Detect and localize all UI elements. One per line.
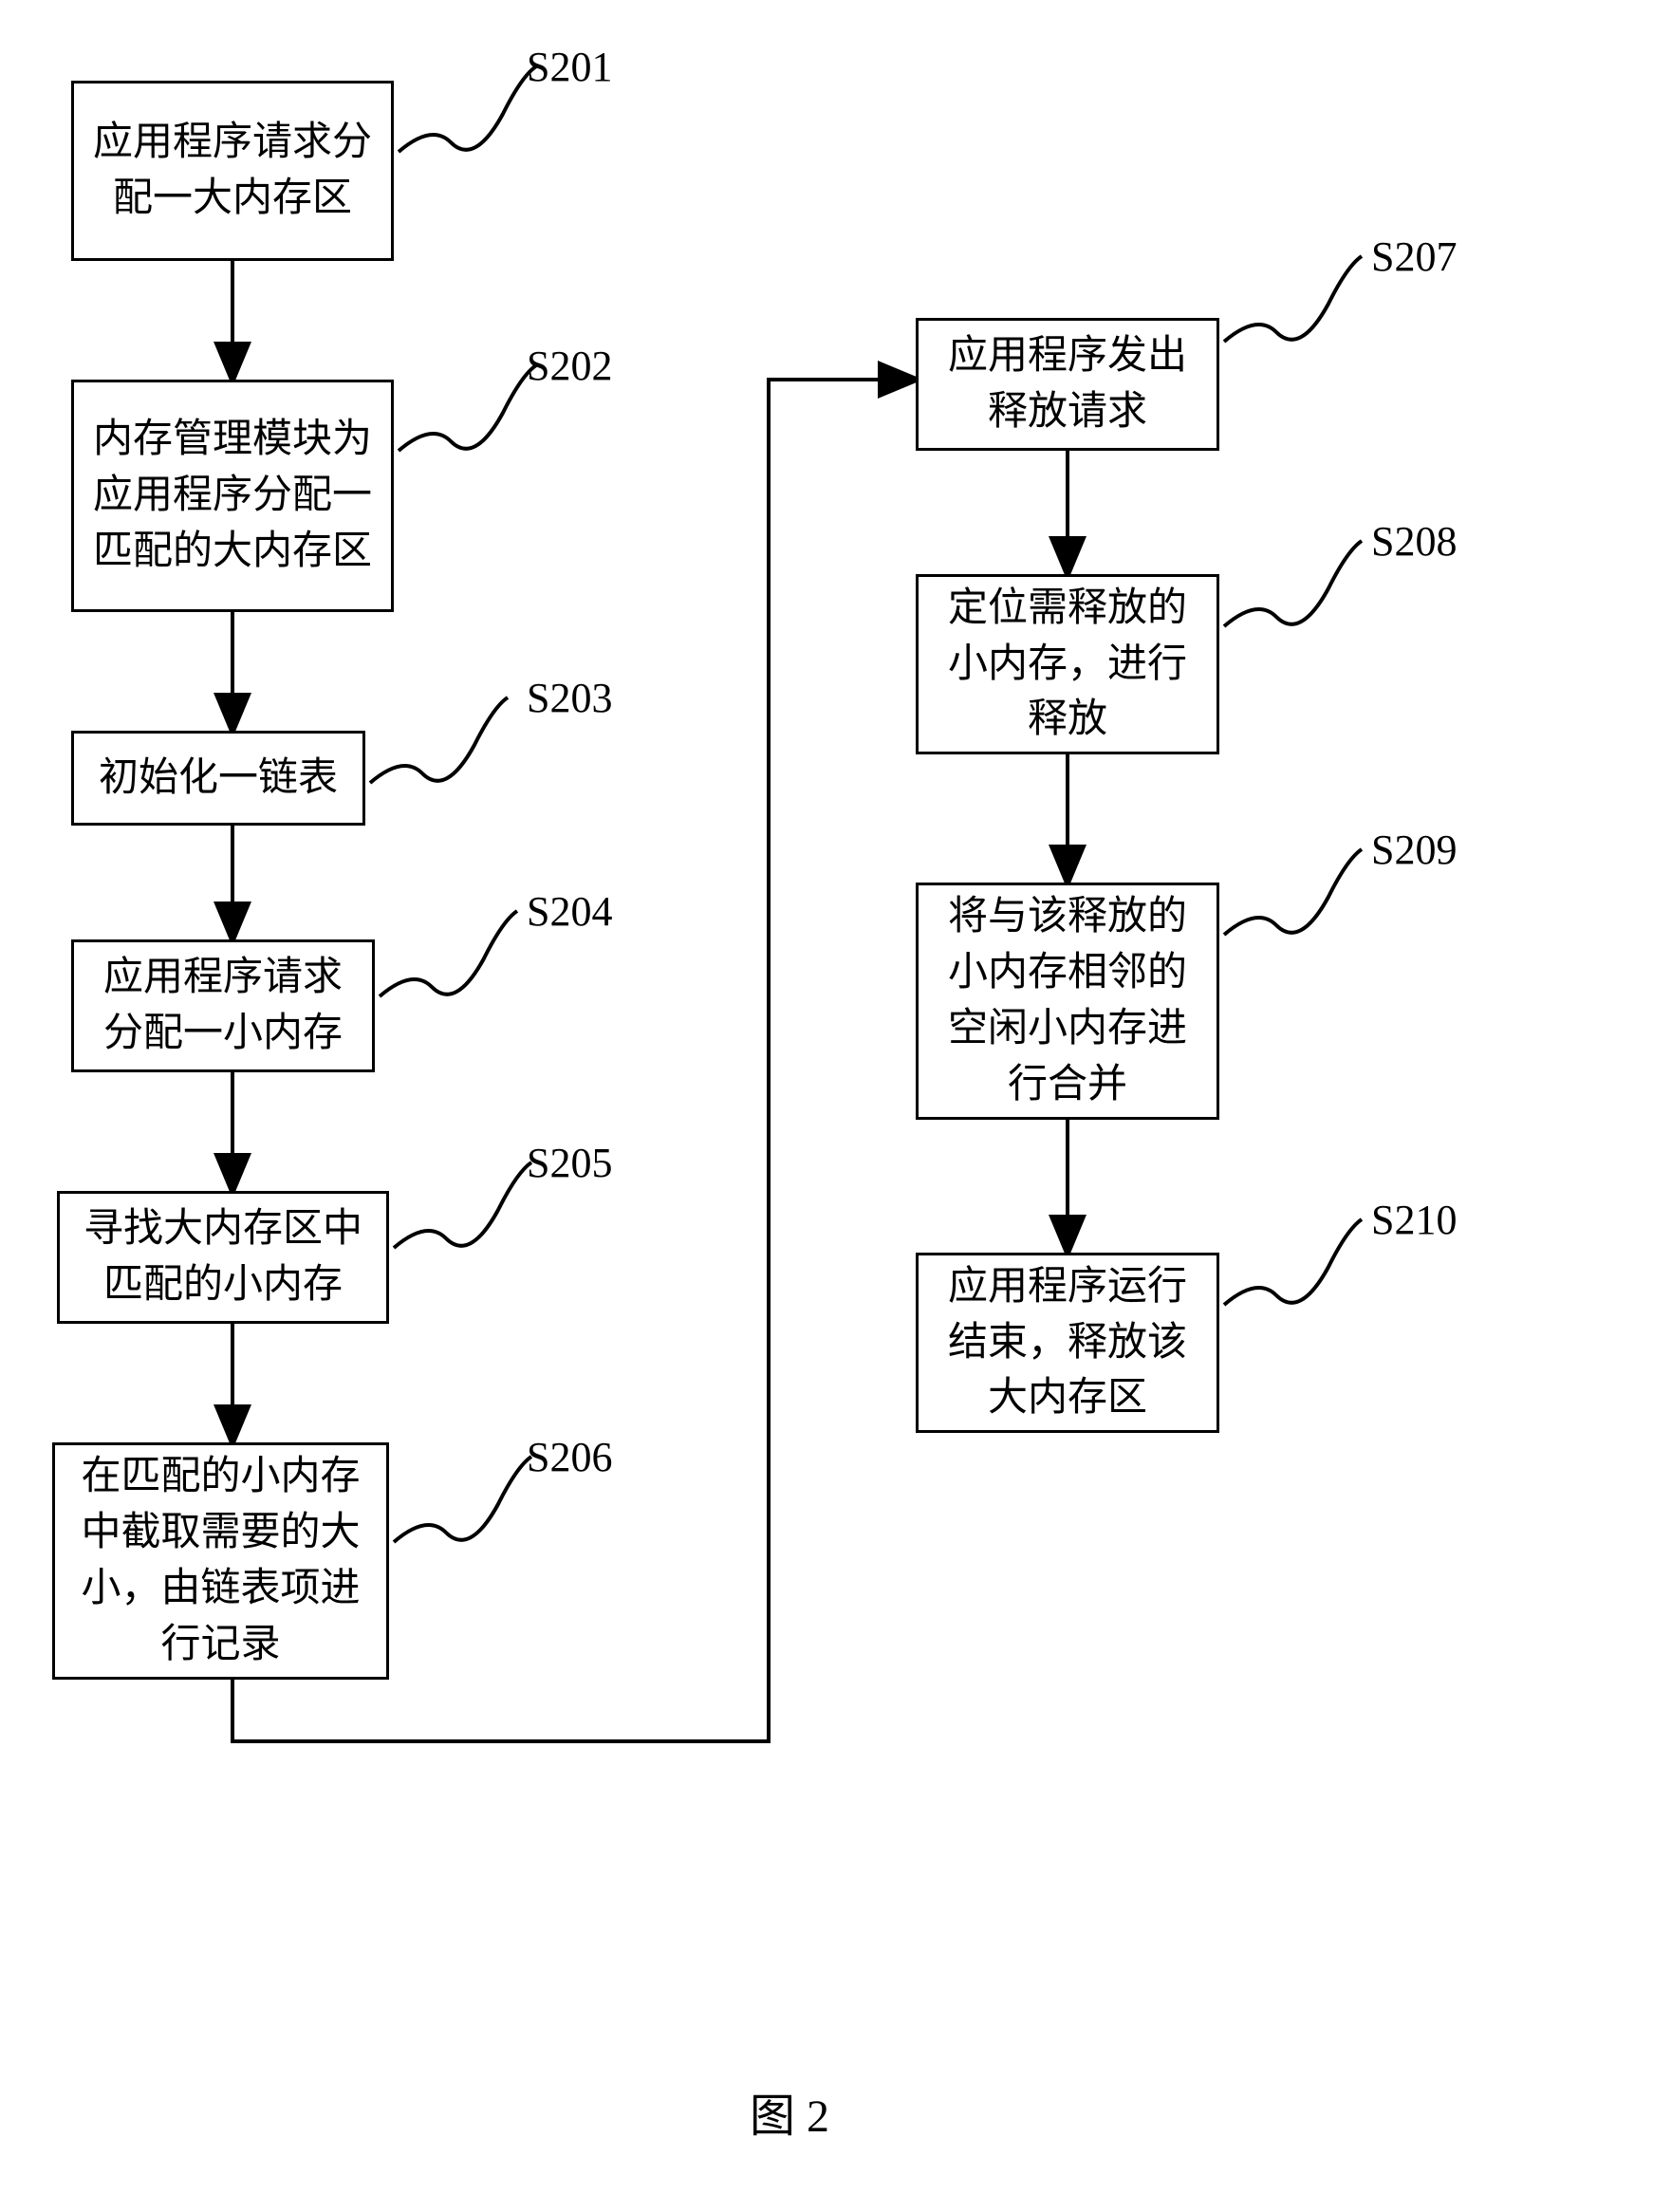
squiggle-s201 <box>399 66 536 152</box>
node-text-s209: 将与该释放的小内存相邻的空闲小内存进行合并 <box>938 889 1198 1112</box>
figure-label: 图 2 <box>750 2078 829 2145</box>
squiggle-s206 <box>394 1457 531 1542</box>
squiggle-s209 <box>1224 849 1362 935</box>
squiggle-s207 <box>1224 256 1362 342</box>
node-text-s205: 寻找大内存区中匹配的小内存 <box>79 1201 367 1313</box>
step-label-s205: S205 <box>527 1139 612 1187</box>
step-label-s202: S202 <box>527 342 612 390</box>
squiggle-s203 <box>370 697 508 783</box>
step-label-s203: S203 <box>527 674 612 722</box>
node-text-s202: 内存管理模块为应用程序分配一匹配的大内存区 <box>93 412 372 579</box>
flowchart-svg <box>0 0 1653 2212</box>
node-text-s210: 应用程序运行结束，释放该大内存区 <box>938 1259 1198 1426</box>
step-label-s210: S210 <box>1371 1196 1457 1244</box>
node-s202: 内存管理模块为应用程序分配一匹配的大内存区 <box>71 380 394 612</box>
node-text-s201: 应用程序请求分配一大内存区 <box>93 115 372 227</box>
squiggle-s210 <box>1224 1219 1362 1305</box>
step-label-s201: S201 <box>527 43 612 91</box>
step-label-s204: S204 <box>527 887 612 936</box>
step-label-s207: S207 <box>1371 232 1457 281</box>
node-text-s206: 在匹配的小内存中截取需要的大小，由链表项进行记录 <box>74 1449 367 1672</box>
node-s209: 将与该释放的小内存相邻的空闲小内存进行合并 <box>916 883 1219 1120</box>
node-s210: 应用程序运行结束，释放该大内存区 <box>916 1253 1219 1433</box>
node-text-s203: 初始化一链表 <box>99 751 338 807</box>
node-s205: 寻找大内存区中匹配的小内存 <box>57 1191 389 1324</box>
node-text-s204: 应用程序请求分配一小内存 <box>93 950 353 1062</box>
squiggle-s202 <box>399 365 536 451</box>
node-text-s208: 定位需释放的小内存，进行释放 <box>938 581 1198 748</box>
squiggle-s204 <box>380 911 517 996</box>
node-s204: 应用程序请求分配一小内存 <box>71 939 375 1072</box>
step-label-s208: S208 <box>1371 517 1457 566</box>
node-text-s207: 应用程序发出释放请求 <box>938 328 1198 440</box>
node-s208: 定位需释放的小内存，进行释放 <box>916 574 1219 754</box>
step-label-s206: S206 <box>527 1433 612 1481</box>
step-label-s209: S209 <box>1371 826 1457 874</box>
node-s206: 在匹配的小内存中截取需要的大小，由链表项进行记录 <box>52 1442 389 1680</box>
node-s203: 初始化一链表 <box>71 731 365 826</box>
squiggle-s205 <box>394 1162 531 1248</box>
squiggle-s208 <box>1224 541 1362 626</box>
node-s201: 应用程序请求分配一大内存区 <box>71 81 394 261</box>
node-s207: 应用程序发出释放请求 <box>916 318 1219 451</box>
